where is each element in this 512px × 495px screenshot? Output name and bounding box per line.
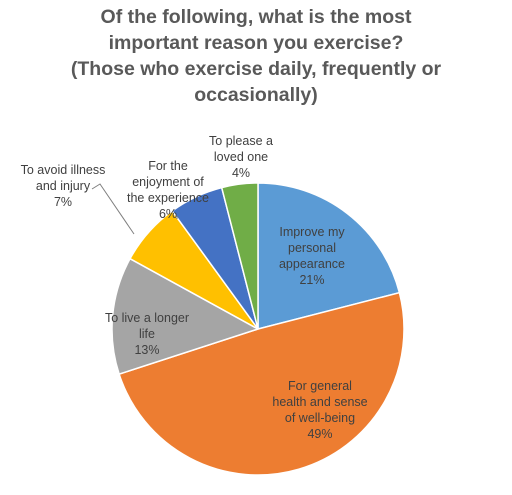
- slice-category-label-line: life: [139, 327, 155, 341]
- pie-slices: [111, 182, 405, 476]
- chart-title: Of the following, what is the most impor…: [6, 4, 506, 108]
- slice-category-label-line: personal: [288, 241, 336, 255]
- pie-slice-for-general-health-and-sense-of-well-being: [118, 291, 405, 476]
- slice-label-to-live-a-longer-life: To live a longer life 13%: [105, 311, 189, 357]
- slice-value-label: 21%: [299, 273, 324, 287]
- slice-label-to-please-a-loved-one: To please a loved one 4%: [209, 134, 273, 180]
- slice-labels: Improve my personal appearance 21% For gener…: [21, 134, 368, 441]
- slice-category-label-line: loved one: [214, 150, 268, 164]
- slice-category-label-line: enjoyment of: [132, 175, 204, 189]
- slice-category-label-line: health and sense: [272, 395, 367, 409]
- slice-category-label-line: To live a longer: [105, 311, 189, 325]
- pie-slice-to-live-a-longer-life: [111, 257, 260, 376]
- slice-label-for-the-enjoyment-of-the-experience: For the enjoyment of the experience 6%: [127, 159, 209, 221]
- slice-category-label-line: Improve my: [279, 225, 345, 239]
- slice-label-to-avoid-illness-and-injury: To avoid illness and injury 7%: [21, 163, 106, 209]
- slice-value-label: 13%: [134, 343, 159, 357]
- pie-slice-to-please-a-loved-one: [220, 182, 259, 330]
- slice-category-label-line: of well-being: [285, 411, 355, 425]
- slice-category-label-line: For general: [288, 379, 352, 393]
- slice-category-label-line: and injury: [36, 179, 91, 193]
- slice-category-label-line: For the: [148, 159, 188, 173]
- slice-value-label: 6%: [159, 207, 177, 221]
- slice-category-label-line: appearance: [279, 257, 345, 271]
- slice-label-improve-my-personal-appearance: Improve my personal appearance 21%: [279, 225, 345, 287]
- slice-value-label: 4%: [232, 166, 250, 180]
- slice-category-label-line: To avoid illness: [21, 163, 106, 177]
- leader-line-to-avoid-illness-and-injury: [91, 183, 135, 235]
- slice-category-label-line: the experience: [127, 191, 209, 205]
- slice-label-for-general-health-and-sense-of-well-being: For general health and sense of well-being…: [272, 379, 367, 441]
- slice-value-label: 7%: [54, 195, 72, 209]
- chart-title-line-1: Of the following, what is the most: [100, 6, 412, 28]
- chart-title-line-2: important reason you exercise?: [108, 32, 404, 54]
- chart-title-line-4: occasionally): [194, 84, 318, 106]
- slice-value-label: 49%: [307, 427, 332, 441]
- pie-slice-improve-my-personal-appearance: [257, 182, 401, 330]
- chart-title-line-3: (Those who exercise daily, frequently or: [70, 58, 442, 80]
- leader-lines: [91, 183, 178, 235]
- slice-category-label-line: To please a: [209, 134, 273, 148]
